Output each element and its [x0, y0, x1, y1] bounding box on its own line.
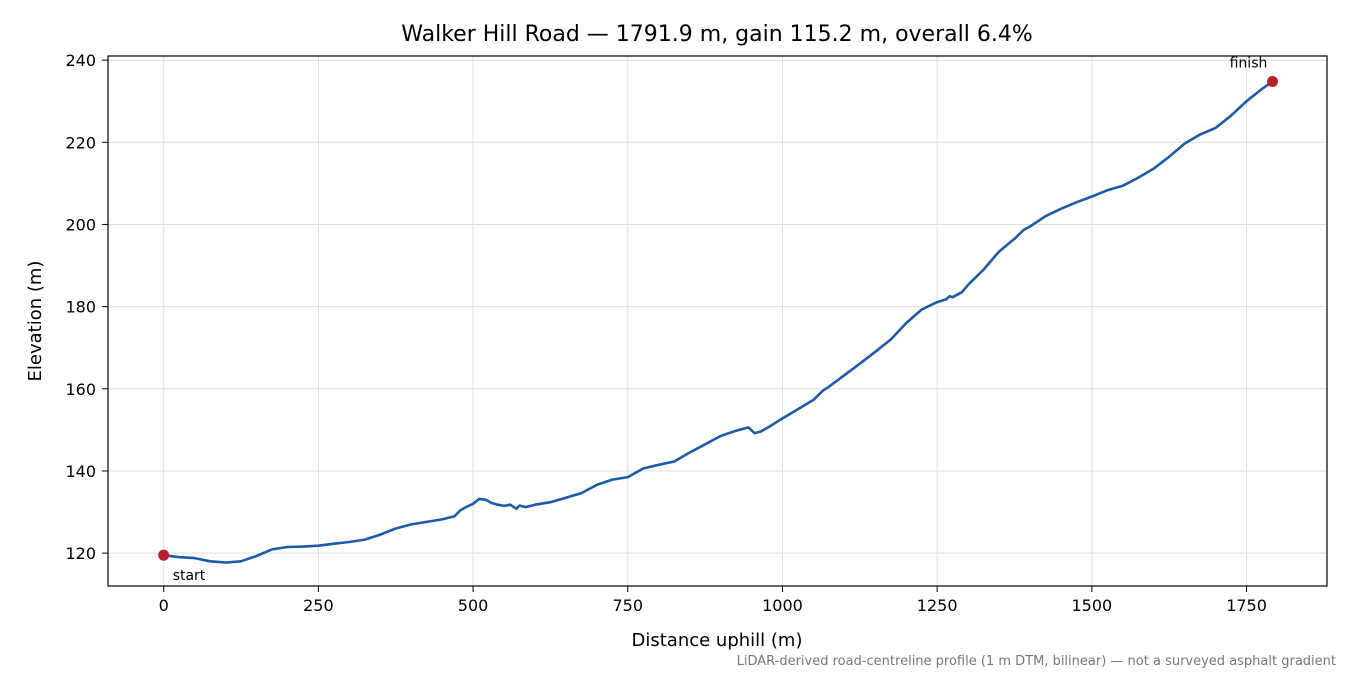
x-axis-label: Distance uphill (m)	[632, 630, 803, 651]
y-axis-label: Elevation (m)	[25, 261, 46, 382]
y-tick-label: 140	[65, 462, 96, 481]
chart-title: Walker Hill Road — 1791.9 m, gain 115.2 …	[401, 22, 1032, 47]
finish-marker	[1266, 75, 1278, 87]
x-tick-label: 500	[458, 596, 489, 615]
y-tick-label: 180	[65, 298, 96, 317]
y-tick-label: 120	[65, 544, 96, 563]
endpoint-markers: start finish	[158, 55, 1278, 584]
footnote: LiDAR-derived road-centreline profile (1…	[737, 654, 1336, 669]
x-tick-label: 1750	[1226, 596, 1267, 615]
x-tick-label: 750	[613, 596, 644, 615]
axis-ticks: 0 250 500 750 1000 1250 1500 1750 120 140 160 180 20…	[65, 51, 1266, 615]
start-marker	[158, 549, 170, 561]
elevation-profile-line	[162, 80, 1274, 564]
plot-series	[162, 80, 1274, 564]
start-label: start	[173, 568, 206, 584]
y-tick-label: 220	[65, 133, 96, 152]
y-tick-label: 160	[65, 380, 96, 399]
plot-frame	[107, 55, 1328, 587]
x-tick-label: 250	[303, 596, 334, 615]
y-tick-label: 240	[65, 51, 96, 70]
x-tick-label: 1500	[1072, 596, 1113, 615]
x-tick-label: 1250	[917, 596, 958, 615]
grid	[108, 56, 1327, 586]
y-tick-label: 200	[65, 215, 96, 234]
x-tick-label: 1000	[762, 596, 803, 615]
finish-label: finish	[1230, 55, 1268, 71]
x-tick-label: 0	[159, 596, 169, 615]
